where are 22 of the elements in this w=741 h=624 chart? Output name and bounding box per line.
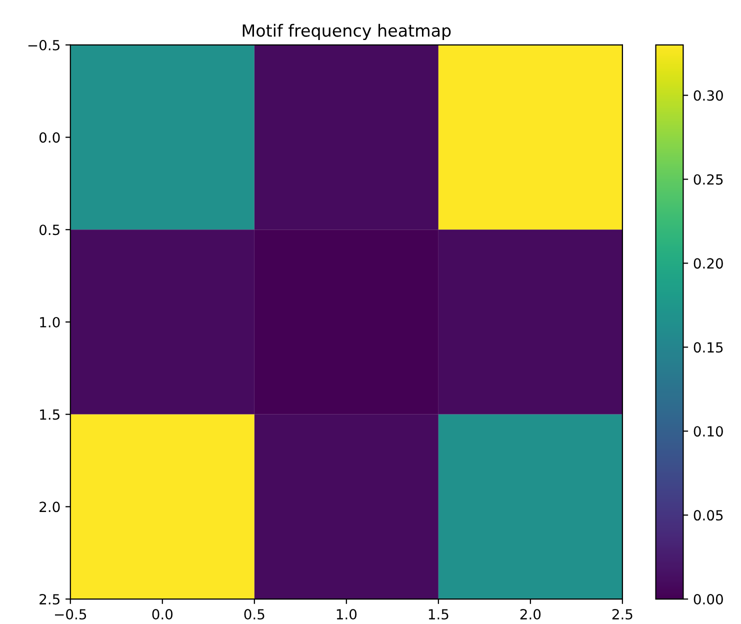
x-tick-label: 0.5 xyxy=(244,609,264,620)
y-tick-label: 0.0 xyxy=(40,132,60,143)
x-tick-label: 0.0 xyxy=(152,609,173,620)
color-bar-label: 0.30 xyxy=(694,90,723,101)
y-tick-label: 2.0 xyxy=(40,502,60,512)
x-tick-label: 2.5 xyxy=(612,609,632,620)
x-tick-label: 1.0 xyxy=(336,609,357,620)
x-tick-label: 1.5 xyxy=(428,609,448,620)
x-tick-label: −0.5 xyxy=(55,609,86,620)
y-tick-label: 0.5 xyxy=(40,224,60,236)
y-tick-label: 1.0 xyxy=(40,316,60,328)
color-bar-label: 0.00 xyxy=(694,594,723,605)
y-tick-label: 2.5 xyxy=(40,594,60,605)
color-bar-label: 0.15 xyxy=(694,342,723,353)
color-bar-label: 0.05 xyxy=(694,510,723,521)
x-tick-label: 2.0 xyxy=(520,609,541,620)
y-tick-label: 1.5 xyxy=(40,409,60,420)
color-bar-label: 0.25 xyxy=(694,174,723,185)
color-bar-label: 0.10 xyxy=(694,426,723,437)
chart-title: Motif frequency heatmap xyxy=(242,24,451,40)
y-tick-label: −0.5 xyxy=(28,40,60,50)
color-bar-label: 0.20 xyxy=(694,258,723,269)
